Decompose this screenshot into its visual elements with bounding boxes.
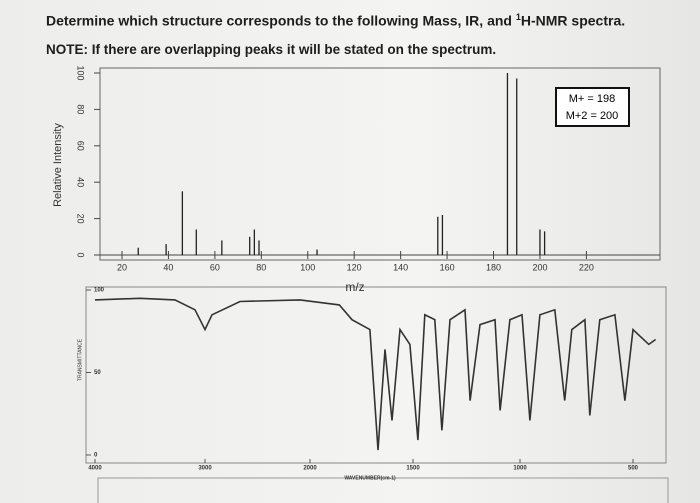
- x-tick-label: 200: [532, 262, 547, 272]
- x-tick-label: 180: [486, 262, 501, 272]
- ir-trace: [94, 297, 657, 451]
- y-tick-label: 100: [94, 288, 105, 294]
- ir-frame: [85, 286, 667, 464]
- x-tick-label: 160: [440, 262, 455, 272]
- x-tick-label: 3000: [198, 466, 212, 472]
- ms-frame: [99, 67, 661, 261]
- x-tick-label: 2000: [303, 466, 317, 472]
- y-tick-label: 20: [76, 214, 86, 224]
- y-axis-label: Relative Intensity: [52, 123, 64, 207]
- x-tick-label: 140: [393, 262, 408, 272]
- x-tick-label: 80: [256, 262, 266, 272]
- text: Determine which structure corresponds to…: [46, 12, 516, 29]
- annotation-box: [555, 87, 630, 127]
- text: H-NMR spectra.: [520, 12, 626, 29]
- x-tick-label: 220: [579, 262, 594, 272]
- y-tick-label: 0: [76, 252, 86, 257]
- x-tick-label: 1000: [513, 466, 527, 472]
- note-line: NOTE: If there are overlapping peaks it …: [46, 42, 497, 57]
- y-tick-label: 100: [76, 65, 86, 80]
- x-tick-label: 40: [163, 262, 173, 272]
- annotation: M+2 = 200: [566, 110, 619, 122]
- x-tick-label: 60: [210, 262, 220, 272]
- x-tick-label: 120: [347, 262, 362, 272]
- x-axis-label: m/z: [345, 280, 364, 294]
- x-tick-label: 100: [300, 262, 315, 272]
- y-tick-label: 40: [76, 177, 86, 187]
- y-tick-label: 50: [94, 370, 101, 376]
- y-axis-label: TRANSMITTANCE: [77, 338, 83, 381]
- y-tick-label: 0: [94, 453, 98, 459]
- x-axis-label: WAVENUMBER(cm-1): [344, 475, 396, 481]
- y-tick-label: 80: [76, 104, 86, 114]
- next-frame: [97, 477, 669, 503]
- x-tick-label: 500: [628, 466, 639, 472]
- question-line: Determine which structure corresponds to…: [46, 12, 625, 29]
- y-tick-label: 60: [76, 141, 86, 151]
- superscript: 1: [515, 12, 521, 22]
- x-tick-label: 1500: [406, 466, 420, 472]
- x-tick-label: 4000: [88, 466, 102, 472]
- x-tick-label: 20: [117, 262, 127, 272]
- annotation: M+ = 198: [569, 93, 615, 105]
